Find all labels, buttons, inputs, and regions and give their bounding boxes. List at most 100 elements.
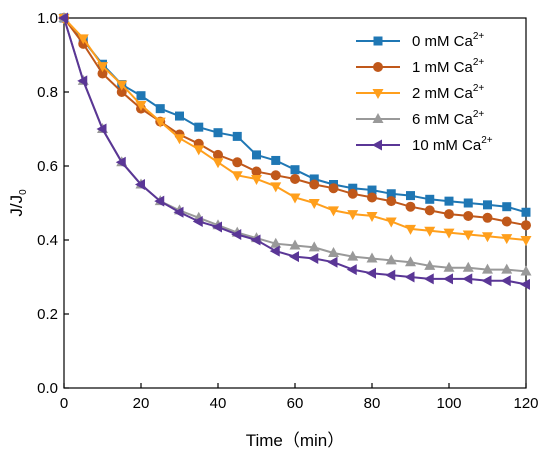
- data-point: [290, 165, 300, 175]
- data-point: [443, 261, 455, 272]
- x-tick-label: 60: [287, 395, 304, 412]
- data-point: [154, 195, 165, 207]
- data-point: [347, 210, 359, 221]
- data-point: [462, 273, 473, 285]
- data-point: [463, 210, 474, 221]
- data-point: [97, 68, 108, 79]
- legend-marker: [372, 113, 384, 123]
- data-point: [385, 217, 397, 228]
- data-point: [482, 212, 493, 223]
- data-point: [483, 200, 492, 210]
- y-tick-label: 0.0: [37, 380, 58, 397]
- data-point: [308, 199, 320, 209]
- legend-item: 0 mM Ca2+: [356, 31, 484, 50]
- data-point: [213, 149, 223, 160]
- y-axis-title: J/J0: [7, 189, 29, 217]
- legend-label-text: 6 mM Ca: [412, 111, 474, 128]
- data-point: [463, 198, 473, 208]
- data-point: [252, 150, 261, 160]
- legend-label-superscript: 2+: [473, 83, 485, 94]
- data-point: [308, 241, 320, 252]
- legend-label-superscript: 2+: [481, 135, 493, 146]
- data-point: [347, 250, 359, 261]
- data-point: [289, 239, 301, 250]
- data-point: [309, 174, 319, 184]
- data-point: [212, 158, 224, 169]
- data-point: [520, 265, 532, 276]
- data-point: [385, 269, 396, 281]
- data-point: [424, 226, 436, 237]
- x-axis-title: Time（min）: [246, 431, 345, 450]
- data-point: [500, 275, 511, 287]
- legend-label: 10 mM Ca2+: [412, 135, 493, 154]
- series-layer: [58, 12, 532, 290]
- data-point: [404, 271, 415, 283]
- data-point: [58, 12, 68, 24]
- data-point: [424, 205, 435, 216]
- data-point: [425, 194, 435, 204]
- data-point: [366, 252, 378, 263]
- data-point: [423, 273, 434, 285]
- data-point: [77, 75, 88, 87]
- data-point: [405, 256, 416, 267]
- data-point: [308, 253, 319, 264]
- legend-label-superscript: 2+: [473, 31, 485, 42]
- data-point: [366, 211, 378, 222]
- data-point: [289, 193, 301, 204]
- legend-item: 10 mM Ca2+: [356, 135, 493, 154]
- legend-label-text: 0 mM Ca: [412, 33, 474, 50]
- y-axis-ticks: 0.0 0.2 0.4 0.6 0.8 1.0: [37, 10, 69, 397]
- data-point: [135, 179, 145, 190]
- legend-label-text: 1 mM Ca: [412, 59, 474, 76]
- x-tick-label: 100: [436, 395, 461, 412]
- legend-item: 6 mM Ca2+: [356, 109, 484, 128]
- x-tick-label: 20: [133, 395, 150, 412]
- data-point: [231, 228, 242, 240]
- data-point: [481, 275, 492, 287]
- data-point: [194, 122, 204, 132]
- data-point: [521, 207, 531, 217]
- legend-label-superscript: 2+: [473, 57, 485, 68]
- data-point: [136, 91, 146, 101]
- y-tick-label: 0.2: [37, 306, 58, 323]
- data-point: [270, 182, 282, 193]
- legend-item: 2 mM Ca2+: [356, 83, 484, 102]
- data-point: [385, 254, 397, 265]
- y-tick-label: 0.4: [37, 232, 58, 249]
- data-point: [154, 117, 166, 128]
- data-point: [270, 170, 281, 181]
- data-point: [175, 111, 184, 121]
- data-point: [96, 123, 107, 135]
- legend-label-superscript: 2+: [473, 109, 485, 120]
- data-point: [521, 220, 531, 231]
- legend: 0 mM Ca2+1 mM Ca2+2 mM Ca2+6 mM Ca2+10 m…: [356, 31, 493, 154]
- data-point: [386, 196, 397, 207]
- data-point: [462, 261, 474, 272]
- data-point: [386, 189, 396, 199]
- data-point: [482, 263, 493, 274]
- data-point: [232, 131, 242, 141]
- x-tick-label: 120: [513, 395, 538, 412]
- legend-label: 6 mM Ca2+: [412, 109, 484, 128]
- data-point: [328, 246, 339, 257]
- data-point: [269, 245, 280, 257]
- data-point: [444, 209, 454, 220]
- legend-marker: [372, 89, 384, 99]
- data-point: [501, 234, 513, 245]
- x-axis-ticks: 0 20 40 60 80 100 120: [60, 383, 539, 412]
- data-point: [406, 191, 415, 201]
- data-point: [212, 221, 222, 233]
- data-point: [250, 234, 261, 246]
- data-point: [251, 174, 262, 185]
- data-point: [327, 256, 338, 268]
- data-point: [232, 157, 243, 168]
- legend-label: 2 mM Ca2+: [412, 83, 484, 102]
- data-point: [347, 188, 358, 199]
- y-tick-label: 1.0: [37, 10, 58, 27]
- data-point: [502, 202, 512, 212]
- data-point: [520, 278, 530, 290]
- data-point: [482, 232, 493, 243]
- legend-marker: [372, 139, 382, 151]
- data-point: [443, 228, 455, 239]
- data-point: [116, 87, 127, 97]
